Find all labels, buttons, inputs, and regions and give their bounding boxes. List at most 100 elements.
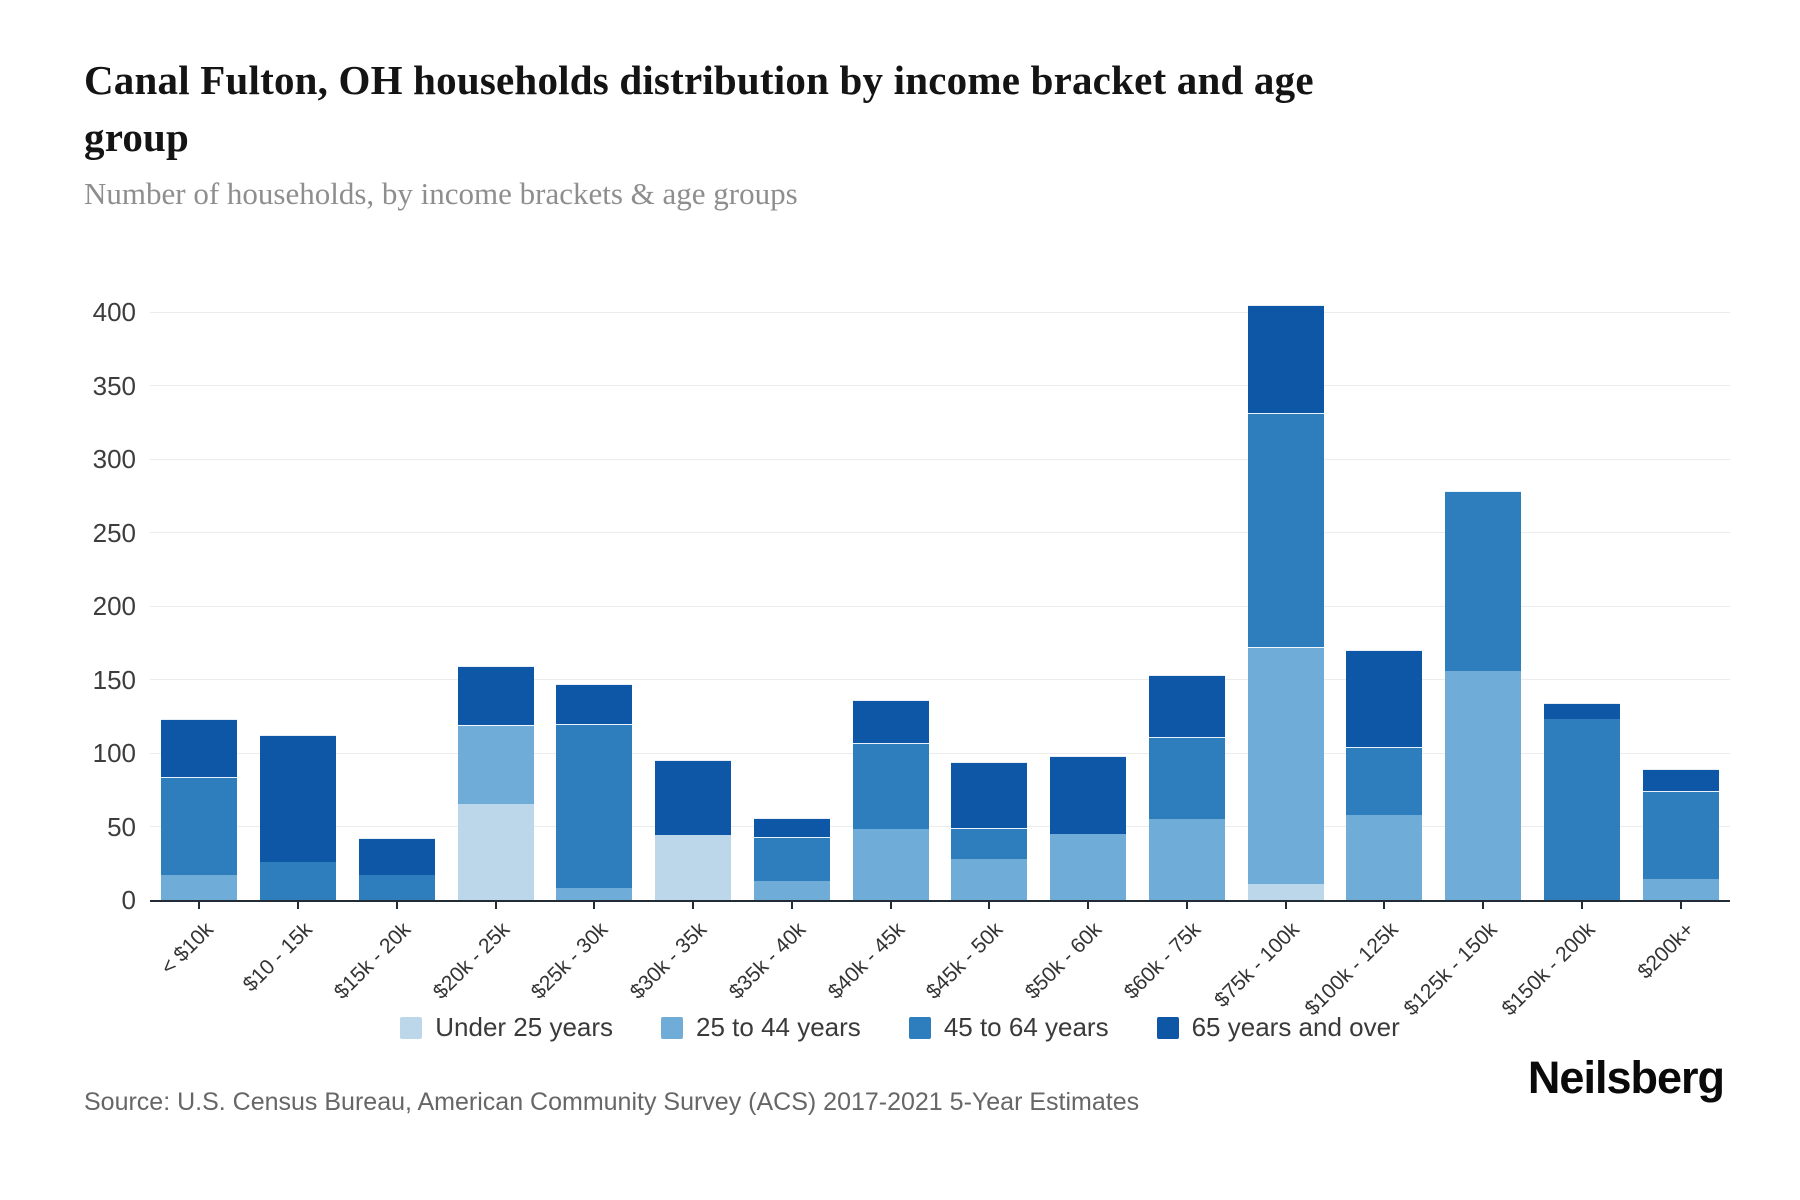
y-axis-label-50: 50	[107, 811, 136, 842]
bar-segment-$35k - 40k-25 to 44 years	[753, 880, 830, 900]
x-axis-line	[150, 900, 1730, 902]
gridline-400	[150, 311, 1730, 313]
gridline-200	[150, 605, 1730, 607]
x-axis-label-$75k - 100k: $75k - 100k	[1210, 918, 1304, 1012]
chart-title-line1: Canal Fulton, OH households distribution…	[84, 57, 1314, 103]
x-axis-tick	[692, 902, 695, 909]
x-axis-label-< $10k: < $10k	[156, 918, 218, 980]
gridline-50	[150, 826, 1730, 827]
x-axis-label-$35k - 40k: $35k - 40k	[724, 918, 811, 1004]
bar-segment-$75k - 100k-65 years and over	[1247, 304, 1324, 414]
x-axis-label-$200k+: $200k+	[1633, 918, 1699, 984]
bar-segment-$75k - 100k-25 to 44 years	[1247, 647, 1324, 884]
legend-label: 25 to 44 years	[696, 1012, 861, 1042]
x-axis-tick	[1087, 902, 1090, 909]
gridline-350	[150, 385, 1730, 386]
y-axis-label-200: 200	[92, 591, 136, 621]
legend-swatch-icon	[661, 1016, 684, 1039]
bar-segment-$15k - 20k-65 years and over	[358, 838, 435, 875]
bar-segment-$60k - 75k-65 years and over	[1148, 675, 1225, 737]
bar-segment-$40k - 45k-65 years and over	[852, 700, 929, 743]
bar-segment-$20k - 25k-65 years and over	[457, 666, 534, 726]
legend-label: 45 to 64 years	[943, 1012, 1109, 1042]
x-axis-tick	[395, 902, 398, 909]
bar-segment-$35k - 40k-65 years and over	[753, 817, 830, 837]
gridline-300	[150, 458, 1730, 460]
bar-segment-$40k - 45k-25 to 44 years	[852, 829, 929, 900]
bar-segment-$15k - 20k-45 to 64 years	[358, 875, 435, 900]
legend-item-25 to 44 years: 25 to 44 years	[661, 1012, 861, 1043]
bar-segment-$60k - 75k-45 to 64 years	[1148, 736, 1225, 820]
x-axis-tick	[198, 902, 201, 909]
bar-segment-$150k - 200k-65 years and over	[1543, 703, 1620, 720]
x-axis-tick	[790, 902, 793, 909]
x-axis-label-$45k - 50k: $45k - 50k	[922, 918, 1008, 1004]
bar-segment-$150k - 200k-45 to 64 years	[1543, 719, 1620, 900]
gridline-250	[150, 532, 1730, 533]
bar-segment-$75k - 100k-45 to 64 years	[1247, 413, 1324, 648]
bar-segment-$25k - 30k-25 to 44 years	[556, 888, 633, 900]
bar-segment-$10 - 15k-65 years and over	[260, 735, 337, 862]
y-axis-label-100: 100	[92, 738, 136, 768]
legend-label: 65 years and over	[1191, 1012, 1400, 1042]
y-axis-label-300: 300	[92, 444, 136, 474]
x-axis-tick	[1185, 902, 1188, 909]
bar-segment-$50k - 60k-65 years and over	[1050, 755, 1127, 834]
gridline-150	[150, 679, 1730, 680]
bar-segment-$40k - 45k-45 to 64 years	[852, 742, 929, 830]
gridline-100	[150, 752, 1730, 754]
bar-segment-$200k+-25 to 44 years	[1642, 879, 1719, 900]
x-axis-label-$20k - 25k: $20k - 25k	[428, 918, 514, 1004]
y-axis-label-350: 350	[92, 370, 136, 401]
x-axis-label-$40k - 45k: $40k - 45k	[823, 918, 909, 1004]
bar-segment-$10 - 15k-45 to 64 years	[260, 861, 337, 900]
chart-legend: Under 25 years 25 to 44 years 45 to 64 yea…	[0, 1012, 1800, 1043]
chart-subtitle: Number of households, by income brackets…	[84, 176, 798, 211]
y-axis-label-0: 0	[121, 885, 136, 915]
bar-segment-$45k - 50k-25 to 44 years	[951, 858, 1028, 900]
bar-segment-$35k - 40k-45 to 64 years	[753, 836, 830, 881]
bar-segment-$125k - 150k-25 to 44 years	[1445, 670, 1522, 900]
bar-segment-$200k+-65 years and over	[1642, 769, 1719, 792]
x-axis-label-$100k - 125k: $100k - 125k	[1300, 918, 1403, 1021]
x-axis-tick	[593, 902, 596, 909]
x-axis-tick	[1679, 902, 1682, 909]
legend-item-45 to 64 years: 45 to 64 years	[908, 1012, 1109, 1043]
x-axis-tick	[297, 902, 300, 909]
legend-swatch-icon	[908, 1016, 931, 1039]
x-axis-label-$60k - 75k: $60k - 75k	[1119, 918, 1206, 1004]
bar-segment-$100k - 125k-45 to 64 years	[1346, 747, 1423, 815]
legend-label: Under 25 years	[435, 1012, 614, 1042]
y-axis-label-150: 150	[92, 664, 136, 695]
bar-segment-$25k - 30k-45 to 64 years	[556, 723, 633, 889]
x-axis-tick	[1284, 902, 1287, 909]
bar-segment-$125k - 150k-45 to 64 years	[1445, 491, 1522, 671]
x-axis-tick	[494, 902, 497, 909]
y-axis-label-250: 250	[92, 517, 136, 548]
bar-segment-$20k - 25k-Under 25 years	[457, 804, 534, 900]
bar-segment-$50k - 60k-25 to 44 years	[1050, 833, 1127, 900]
source-text: Source: U.S. Census Bureau, American Com…	[84, 1088, 1140, 1116]
bar-segment-$75k - 100k-Under 25 years	[1247, 883, 1324, 900]
y-axis-label-400: 400	[92, 297, 136, 327]
x-axis-label-$25k - 30k: $25k - 30k	[527, 918, 613, 1004]
x-axis-tick	[1482, 902, 1485, 909]
bar-segment-< $10k-25 to 44 years	[161, 875, 238, 900]
bar-segment-$20k - 25k-25 to 44 years	[457, 725, 534, 805]
bar-segment-$100k - 125k-65 years and over	[1346, 650, 1423, 748]
legend-item-Under 25 years: Under 25 years	[400, 1012, 613, 1043]
chart-title: Canal Fulton, OH households distribution…	[84, 52, 1514, 166]
bar-segment-$200k+-45 to 64 years	[1642, 791, 1719, 880]
bar-segment-$60k - 75k-25 to 44 years	[1148, 819, 1225, 900]
bar-segment-$30k - 35k-Under 25 years	[655, 835, 732, 900]
x-axis-label-$125k - 150k: $125k - 150k	[1399, 918, 1502, 1021]
legend-swatch-icon	[1156, 1016, 1179, 1039]
chart-title-line2: group	[84, 114, 190, 160]
bar-segment-$30k - 35k-65 years and over	[655, 760, 732, 836]
x-axis-tick	[1383, 902, 1386, 909]
x-axis-tick	[889, 902, 892, 909]
bar-segment-< $10k-65 years and over	[161, 719, 238, 777]
bar-segment-$45k - 50k-45 to 64 years	[951, 827, 1028, 859]
